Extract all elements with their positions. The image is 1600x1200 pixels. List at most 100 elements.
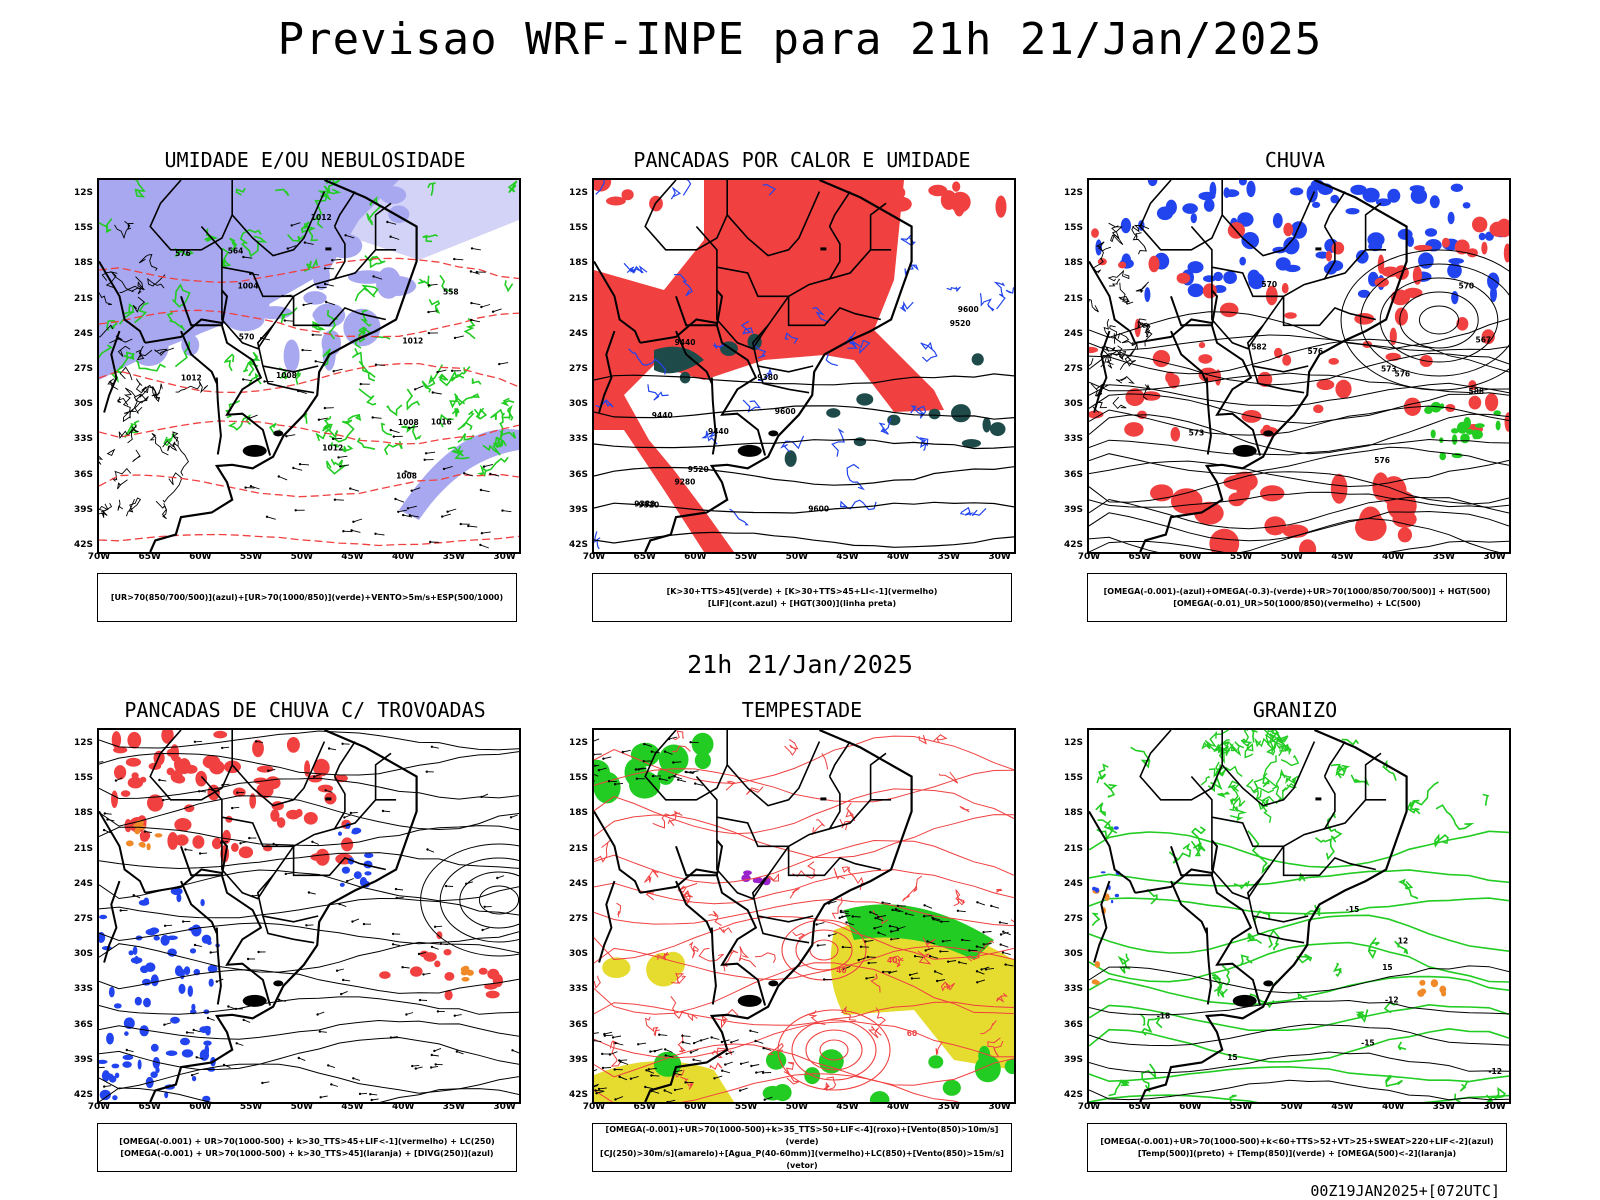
- latitude-tick-label: 30S: [73, 949, 93, 960]
- longitude-tick-label: 65W: [1128, 1102, 1151, 1112]
- latitude-tick-label: 18S: [73, 808, 93, 819]
- map-graphic: 40 40 60: [594, 730, 1014, 1102]
- contour-label: 582: [1251, 342, 1267, 351]
- latitude-tick-label: 18S: [1063, 808, 1083, 819]
- forecast-map: 9600 9520 9440 9380 9600 9520 9440 9380 9280 9600…: [592, 178, 1016, 554]
- latitude-tick-label: 15S: [1063, 773, 1083, 784]
- latitude-tick-label: 36S: [73, 469, 93, 480]
- longitude-tick-label: 65W: [138, 552, 161, 562]
- contour-label: 1012: [181, 374, 202, 383]
- longitude-tick-label: 70W: [87, 552, 111, 562]
- longitude-tick-label: 35W: [1432, 552, 1456, 562]
- contour-label: 9600: [775, 407, 796, 416]
- longitude-tick-label: 50W: [1280, 552, 1304, 562]
- legend-line: [OMEGA(-0.001)+UR>70(1000-500)+k>35_TTS>…: [605, 1124, 999, 1146]
- contour-label: 1016: [431, 418, 452, 427]
- latitude-tick-label: 12S: [568, 738, 588, 748]
- latitude-tick-label: 39S: [568, 1054, 588, 1065]
- contour-label: -18: [1157, 1012, 1171, 1021]
- longitude-tick-label: 65W: [138, 1102, 161, 1112]
- contour-label: 570: [1459, 281, 1475, 290]
- contour-label: 564: [228, 247, 244, 256]
- contour-label: 576: [1395, 369, 1411, 378]
- legend-line: [OMEGA(-0.001) + UR>70(1000-500) + k>30_…: [119, 1136, 495, 1146]
- contour-label: 573: [1381, 364, 1397, 373]
- longitude-tick-label: 45W: [1331, 552, 1354, 562]
- longitude-tick-label: 35W: [442, 1102, 466, 1112]
- map-graphic: [99, 730, 519, 1102]
- latitude-tick-label: 21S: [73, 843, 93, 854]
- latitude-tick-label: 42S: [568, 1090, 588, 1100]
- contour-label: 9380: [634, 499, 655, 508]
- latitude-tick-label: 15S: [568, 223, 588, 234]
- latitude-tick-label: 24S: [1063, 878, 1083, 889]
- contour-label: 1008: [276, 371, 297, 380]
- longitude-tick-label: 60W: [684, 552, 707, 562]
- latitude-tick-label: 27S: [568, 364, 588, 374]
- latitude-tick-label: 21S: [568, 293, 588, 304]
- longitude-tick-label: 65W: [633, 1102, 656, 1112]
- latitude-tick-label: 42S: [1063, 1090, 1083, 1100]
- contour-label: 576: [1308, 347, 1324, 356]
- main-title: Previsao WRF-INPE para 21h 21/Jan/2025: [277, 14, 1323, 65]
- longitude-tick-label: 40W: [391, 1102, 415, 1112]
- contour-label: 1012: [322, 443, 343, 452]
- forecast-map: 588 582 576 573 570 567 576 573 570 576: [1087, 178, 1511, 554]
- latitude-tick-label: 18S: [1063, 258, 1083, 269]
- contour-label: 9440: [675, 338, 696, 347]
- latitude-tick-label: 27S: [1063, 914, 1083, 924]
- forecast-map: 40 40 60: [592, 728, 1016, 1104]
- latitude-tick-label: 21S: [568, 843, 588, 854]
- panel-title: PANCADAS DE CHUVA C/ TROVOADAS: [124, 698, 486, 722]
- longitude-tick-label: 70W: [582, 1102, 606, 1112]
- latitude-tick-label: 27S: [1063, 364, 1083, 374]
- longitude-tick-label: 45W: [836, 1102, 859, 1112]
- longitude-tick-label: 45W: [341, 1102, 364, 1112]
- panel-legend: [OMEGA(-0.001) + UR>70(1000-500) + k>30_…: [97, 1123, 517, 1172]
- contour-label: -12: [1488, 1067, 1502, 1076]
- latitude-tick-label: 12S: [1063, 738, 1083, 748]
- latitude-tick-label: 15S: [73, 773, 93, 784]
- contour-label: 1012: [402, 336, 423, 345]
- latitude-tick-label: 30S: [1063, 399, 1083, 410]
- contour-label: 588: [1469, 387, 1485, 396]
- contour-label: 9440: [652, 411, 673, 420]
- longitude-tick-label: 55W: [1229, 1102, 1253, 1112]
- contour-label: 60: [907, 1029, 917, 1038]
- contour-label: 15: [1227, 1053, 1237, 1062]
- contour-label: 40: [887, 956, 897, 965]
- latitude-tick-label: 39S: [1063, 1054, 1083, 1065]
- latitude-tick-label: 30S: [568, 399, 588, 410]
- contour-label: -12: [1385, 996, 1399, 1005]
- longitude-tick-label: 35W: [442, 552, 466, 562]
- latitude-tick-label: 42S: [73, 1090, 93, 1100]
- latitude-tick-label: 21S: [1063, 843, 1083, 854]
- contour-label: 573: [1189, 428, 1205, 437]
- longitude-tick-label: 50W: [290, 552, 314, 562]
- latitude-tick-label: 24S: [1063, 328, 1083, 339]
- latitude-tick-label: 36S: [568, 469, 588, 480]
- longitude-tick-label: 45W: [836, 552, 859, 562]
- longitude-tick-label: 45W: [1331, 1102, 1354, 1112]
- contour-label: 576: [175, 249, 191, 258]
- longitude-tick-label: 30W: [988, 1102, 1011, 1112]
- latitude-tick-label: 36S: [73, 1019, 93, 1030]
- contour-label: 9520: [950, 319, 971, 328]
- contour-label: 1008: [398, 418, 419, 427]
- latitude-tick-label: 12S: [73, 738, 93, 748]
- longitude-tick-label: 30W: [493, 552, 516, 562]
- longitude-tick-label: 65W: [1128, 552, 1151, 562]
- contour-label: 12: [1398, 937, 1408, 946]
- latitude-tick-label: 30S: [568, 949, 588, 960]
- longitude-tick-label: 60W: [1179, 1102, 1202, 1112]
- latitude-tick-label: 33S: [73, 984, 93, 995]
- forecast-map: -12 -12 -15 -15 12 15 -18 15: [1087, 728, 1511, 1104]
- panel-legend: [K>30+TTS>45](verde) + [K>30+TTS>45+LI<-…: [592, 573, 1012, 622]
- longitude-tick-label: 60W: [1179, 552, 1202, 562]
- longitude-tick-label: 50W: [1280, 1102, 1304, 1112]
- latitude-tick-label: 27S: [568, 914, 588, 924]
- contour-label: 567: [1476, 336, 1492, 345]
- longitude-tick-label: 60W: [189, 552, 212, 562]
- contour-label: 570: [239, 332, 255, 341]
- longitude-tick-label: 55W: [239, 1102, 263, 1112]
